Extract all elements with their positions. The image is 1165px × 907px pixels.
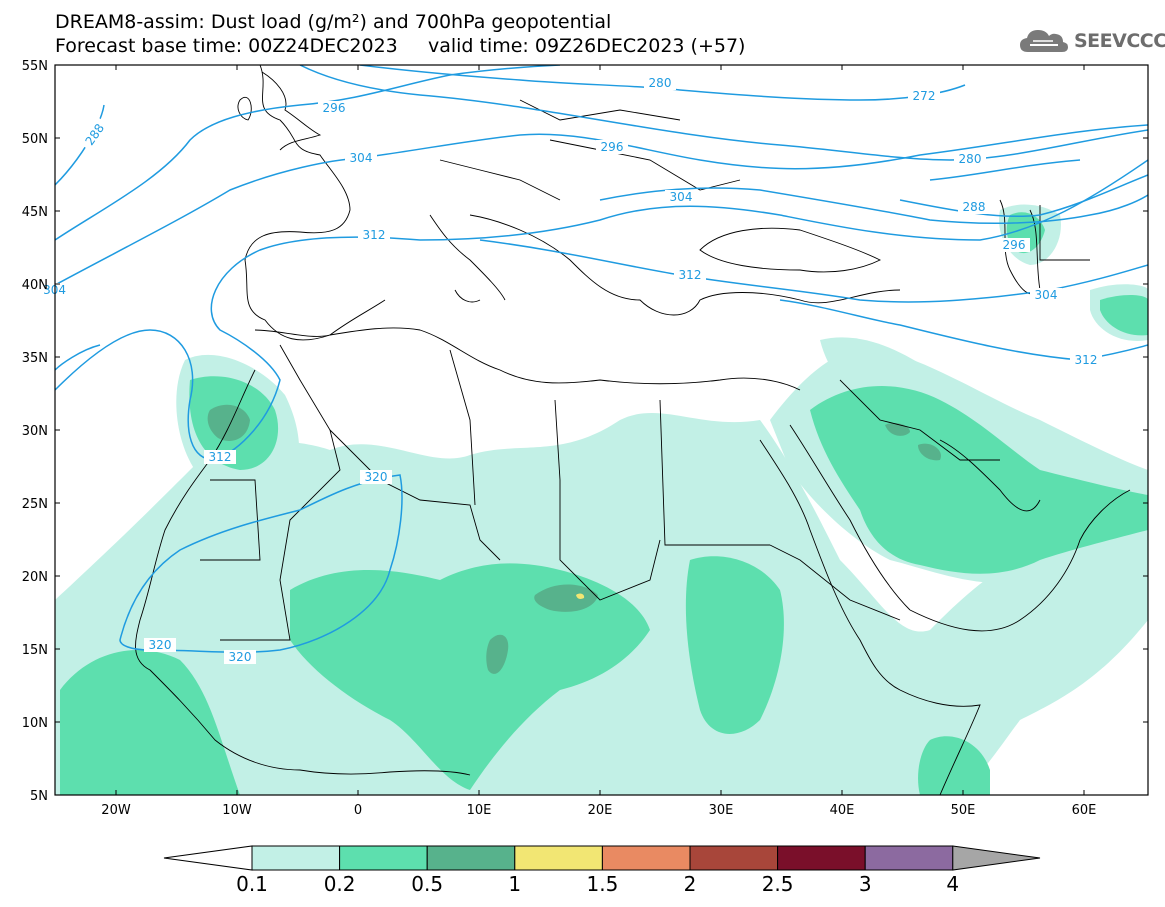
lat-label-25n: 25N — [22, 497, 48, 512]
contour-label-280-east: 280 — [959, 152, 982, 166]
colorbar-label-0.1: 0.1 — [236, 872, 268, 896]
colorbar-swatch-4 — [601, 845, 691, 871]
contour-label-304-europe: 304 — [670, 190, 693, 204]
longitude-axis: 20W 10W 0 10E 20E 30E 40E 50E 60E — [101, 65, 1096, 818]
contour-label-304-east: 304 — [1035, 288, 1058, 302]
lon-label-40e: 40E — [830, 803, 855, 818]
contour-label-320-coast: 320 — [149, 638, 172, 652]
colorbar-under-arrow — [163, 845, 253, 871]
colorbar-swatch-7 — [864, 845, 954, 871]
colorbar-label-1: 1 — [508, 872, 521, 896]
contour-labels: 288 296 304 312 320 280 272 296 304 312 … — [43, 76, 1102, 664]
colorbar-swatch-1 — [339, 845, 428, 871]
cloud-icon — [1020, 30, 1068, 52]
colorbar-label-0.2: 0.2 — [324, 872, 356, 896]
dust-load-shading — [55, 204, 1148, 795]
lon-label-60e: 60E — [1072, 803, 1097, 818]
lon-label-10e: 10E — [467, 803, 492, 818]
colorbar-label-4: 4 — [946, 872, 959, 896]
contour-label-312-morocco: 312 — [209, 450, 232, 464]
lon-label-10w: 10W — [222, 803, 252, 818]
lat-label-30n: 30N — [22, 424, 48, 439]
lat-label-5n: 5N — [30, 789, 48, 804]
lat-label-35n: 35N — [22, 351, 48, 366]
map-subtitle-times: Forecast base time: 00Z24DEC2023 valid t… — [55, 35, 746, 57]
contour-label-312-turkey: 312 — [679, 268, 702, 282]
contour-label-288-east: 288 — [963, 200, 986, 214]
colorbar-label-1.5: 1.5 — [586, 872, 618, 896]
map-title: DREAM8-assim: Dust load (g/m²) and 700hP… — [55, 11, 612, 33]
dust-level-0.5 — [207, 404, 941, 674]
colorbar-swatch-5 — [689, 845, 779, 871]
seevccc-logo: SEEVCCC — [1018, 26, 1165, 56]
lat-label-55n: 55N — [22, 59, 48, 74]
colorbar-swatch-2 — [426, 845, 516, 871]
colorbar-label-0.5: 0.5 — [411, 872, 443, 896]
logo-text: SEEVCCC — [1074, 30, 1165, 52]
contour-label-272: 272 — [913, 89, 936, 103]
colorbar: 0.1 0.2 0.5 1 1.5 2 2.5 3 4 — [163, 845, 1041, 896]
colorbar-swatch-0 — [251, 845, 341, 871]
lon-label-20w: 20W — [101, 803, 131, 818]
contour-label-296-europe: 296 — [601, 140, 624, 154]
lat-label-45n: 45N — [22, 205, 48, 220]
lon-label-50e: 50E — [951, 803, 976, 818]
lat-label-50n: 50N — [22, 132, 48, 147]
colorbar-label-2: 2 — [684, 872, 697, 896]
dust-level-1 — [576, 593, 585, 599]
colorbar-swatch-3 — [514, 845, 603, 871]
colorbar-label-3: 3 — [859, 872, 872, 896]
lon-label-30e: 30E — [709, 803, 734, 818]
lat-label-40n: 40N — [22, 278, 48, 293]
lon-label-0: 0 — [354, 803, 362, 818]
colorbar-label-2.5: 2.5 — [762, 872, 794, 896]
latitude-axis: 55N 50N 45N 40N 35N 30N 25N 20N 15N 10N … — [22, 59, 1148, 804]
contour-label-280-europe: 280 — [649, 76, 672, 90]
colorbar-over-arrow — [952, 845, 1041, 871]
lon-label-20e: 20E — [588, 803, 613, 818]
contour-label-304-west: 304 — [350, 151, 373, 165]
contour-label-320-sahara: 320 — [365, 470, 388, 484]
colorbar-swatch-6 — [777, 845, 866, 871]
contour-label-312-west: 312 — [363, 228, 386, 242]
contour-label-296-west: 296 — [323, 101, 346, 115]
lat-label-20n: 20N — [22, 570, 48, 585]
lat-label-15n: 15N — [22, 643, 48, 658]
contour-label-312-east: 312 — [1075, 353, 1098, 367]
contour-label-320-south: 320 — [229, 650, 252, 664]
contour-label-296-east: 296 — [1003, 238, 1026, 252]
geopotential-contours — [55, 65, 1148, 653]
lat-label-10n: 10N — [22, 716, 48, 731]
